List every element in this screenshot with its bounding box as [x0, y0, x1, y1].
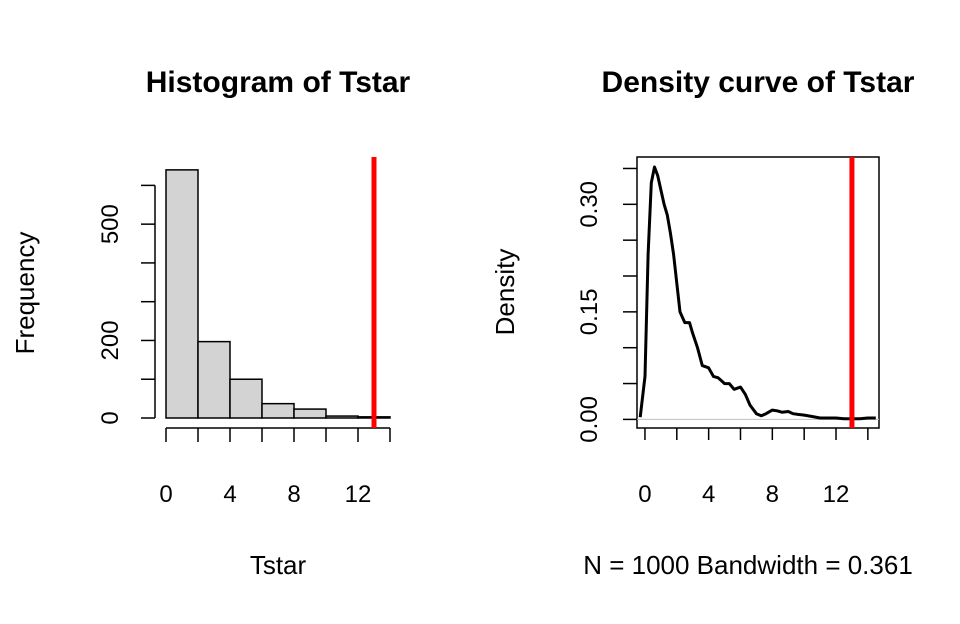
histogram-y-tick-label: 200 [97, 320, 124, 360]
histogram-bar [165, 169, 199, 419]
density-plot-box [636, 156, 880, 429]
density-x-tick-label: 8 [766, 481, 779, 508]
histogram-bar [229, 378, 263, 419]
histogram-x-tick-label: 0 [159, 481, 172, 508]
histogram-bar [197, 340, 231, 419]
density-y-tick-label: 0.00 [576, 396, 603, 443]
density-y-axis: 0.00 0.15 0.30 [576, 167, 637, 443]
density-y-label: Density [490, 249, 520, 336]
histogram-y-tick-label: 0 [97, 411, 124, 424]
density-x-tick-label: 0 [638, 481, 651, 508]
histogram-x-axis: 0 4 8 12 [159, 427, 391, 508]
histogram-x-tick-label: 12 [345, 481, 372, 508]
density-y-tick-label: 0.15 [576, 288, 603, 335]
histogram-bar [325, 415, 359, 419]
histogram-y-axis: 0 200 500 [97, 184, 156, 425]
histogram-x-tick-label: 4 [223, 481, 236, 508]
histogram-y-tick-label: 500 [97, 204, 124, 244]
density-panel: Density curve of Tstar 0 4 8 12 0.00 0.15 0.3… [490, 66, 915, 580]
histogram-x-tick-label: 8 [287, 481, 300, 508]
histogram-y-label: Frequency [10, 232, 40, 355]
density-x-label: N = 1000 Bandwidth = 0.361 [583, 550, 913, 580]
density-title: Density curve of Tstar [602, 66, 915, 99]
histogram-x-label: Tstar [250, 550, 307, 580]
histogram-bar [293, 408, 327, 419]
histogram-bar [261, 402, 295, 419]
density-x-tick-label: 12 [823, 481, 850, 508]
density-curve [638, 165, 876, 421]
histogram-bars [165, 169, 391, 419]
histogram-title: Histogram of Tstar [146, 66, 411, 99]
density-y-tick-label: 0.30 [576, 181, 603, 228]
density-x-axis: 0 4 8 12 [638, 428, 869, 508]
density-x-tick-label: 4 [702, 481, 715, 508]
histogram-panel: Histogram of Tstar 0 4 8 12 0 200 500 Tstar F… [10, 66, 411, 580]
